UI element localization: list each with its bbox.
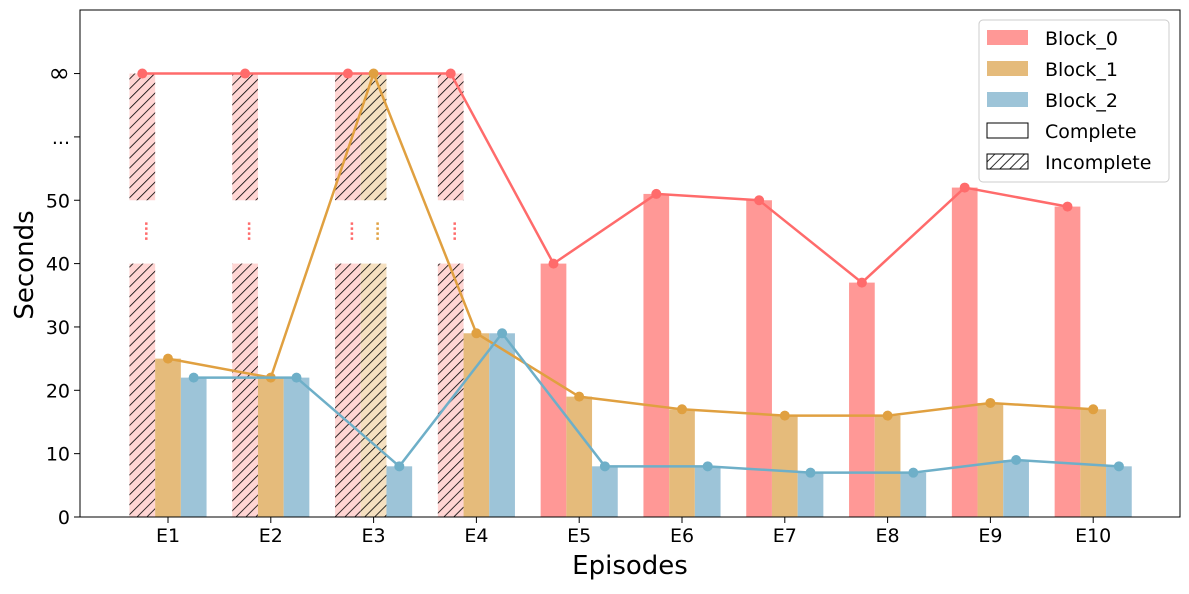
- bar-Block_2-E3: [386, 466, 413, 517]
- bar-hatch-lower: [437, 263, 464, 517]
- legend-label: Block_2: [1045, 90, 1118, 112]
- marker-Block_2-E6: [702, 461, 713, 472]
- marker-Block_2-E4: [497, 328, 508, 339]
- marker-Block_1-E9: [985, 397, 996, 408]
- bar-Block_2-E4: [489, 333, 515, 517]
- marker-Block_1-E4: [471, 328, 482, 339]
- marker-Block_0-E5: [548, 258, 559, 269]
- legend-label: Complete: [1045, 121, 1137, 143]
- bar-Block_2-E6: [694, 466, 721, 517]
- bar-Block_0-E5: [540, 263, 567, 517]
- y-tick-label: ...: [52, 127, 70, 149]
- x-tick-label: E1: [156, 525, 180, 547]
- bar-hatch-upper: [232, 73, 258, 201]
- legend: Block_0 Block_1 Block_2 Complete Incomplete: [978, 19, 1170, 183]
- marker-Block_0-E10: [1062, 201, 1073, 212]
- marker-Block_0-E3: [342, 68, 353, 79]
- marker-Block_0-E8: [856, 277, 867, 288]
- bar-Block_2-E9: [1003, 459, 1029, 517]
- marker-Block_0-E2: [240, 68, 251, 79]
- marker-Block_1-E6: [677, 404, 687, 415]
- bar-Block_1-E8: [874, 415, 901, 517]
- legend-swatch-complete: [986, 122, 1029, 139]
- y-tick-label: 20: [46, 380, 70, 402]
- bar-Block_2-E10: [1106, 466, 1132, 517]
- y-axis-label: Seconds: [10, 210, 40, 319]
- marker-Block_2-E2: [291, 372, 302, 383]
- marker-Block_0-E9: [959, 182, 970, 193]
- bar-Block_2-E8: [900, 472, 927, 517]
- y-tick-label: 40: [46, 254, 70, 276]
- legend-swatch-Block_2: [987, 92, 1028, 107]
- bar-hatch-lower: [129, 263, 156, 517]
- marker-Block_1-E3: [368, 68, 379, 79]
- x-tick-label: E4: [464, 525, 488, 547]
- marker-Block_0-E6: [651, 188, 662, 199]
- marker-Block_2-E5: [599, 461, 610, 472]
- x-tick-label: E7: [773, 525, 797, 547]
- bar-Block_1-E2: [257, 377, 284, 517]
- bar-Block_0-E8: [849, 282, 875, 517]
- legend-swatch-Block_0: [987, 30, 1028, 45]
- bar-Block_1-E9: [977, 402, 1004, 517]
- line-Block_1: [167, 69, 1094, 417]
- y-tick-label: 30: [46, 317, 70, 339]
- bar-hatch-lower: [360, 263, 387, 517]
- y-tick-label: 0: [58, 507, 70, 529]
- x-tick-label: E10: [1075, 525, 1111, 547]
- bar-Block_1-E1: [155, 358, 181, 517]
- marker-Block_1-E8: [882, 410, 893, 421]
- marker-Block_2-E9: [1011, 454, 1022, 465]
- x-tick-label: E5: [567, 525, 591, 547]
- marker-Block_2-E3: [394, 461, 405, 472]
- marker-Block_0-E1: [137, 68, 148, 79]
- bar-hatch-lower: [335, 263, 361, 517]
- x-tick-label: E3: [362, 525, 386, 547]
- bar-Block_0-E9: [951, 187, 978, 517]
- bar-Block_0-E7: [746, 200, 772, 517]
- legend-label: Block_0: [1045, 28, 1118, 50]
- marker-Block_1-E5: [574, 391, 585, 402]
- bar-Block_1-E6: [669, 409, 695, 517]
- line-Block_2: [193, 331, 1119, 474]
- x-tick-label: E6: [670, 525, 694, 547]
- bar-Block_1-E5: [566, 396, 593, 517]
- bar-hatch-upper: [360, 73, 387, 201]
- bar-hatch-upper: [335, 73, 361, 201]
- marker-Block_2-E10: [1113, 461, 1124, 472]
- marker-Block_2-E7: [805, 467, 816, 478]
- bar-Block_0-E6: [643, 193, 670, 518]
- bar-hatch-lower: [232, 263, 258, 517]
- bar-Block_0-E10: [1054, 206, 1081, 517]
- y-tick-label: ∞: [48, 59, 70, 89]
- marker-Block_1-E1: [163, 353, 173, 364]
- bar-Block_1-E7: [771, 415, 798, 517]
- marker-Block_1-E10: [1088, 404, 1099, 415]
- bar-Block_1-E4: [463, 333, 490, 517]
- marker-Block_0-E4: [445, 68, 456, 79]
- x-tick-label: E8: [876, 525, 900, 547]
- bar-hatch-upper: [129, 73, 156, 201]
- legend-label: Incomplete: [1045, 152, 1151, 174]
- marker-Block_1-E7: [779, 410, 790, 421]
- y-tick-label: 50: [46, 190, 70, 212]
- bar-Block_2-E2: [283, 377, 310, 517]
- legend-swatch-incomplete: [986, 153, 1029, 170]
- bar-Block_2-E7: [797, 472, 824, 517]
- legend-label: Block_1: [1045, 59, 1118, 81]
- bar-Block_2-E5: [592, 466, 618, 517]
- marker-Block_2-E1: [188, 372, 199, 383]
- x-axis-label: Episodes: [572, 551, 688, 581]
- marker-Block_2-E8: [908, 467, 919, 478]
- legend-swatch-Block_1: [987, 61, 1028, 76]
- x-tick-label: E9: [978, 525, 1002, 547]
- bar-hatch-upper: [437, 73, 464, 201]
- legend-box: [978, 19, 1170, 183]
- marker-Block_0-E7: [754, 195, 765, 206]
- y-tick-label: 10: [46, 444, 70, 466]
- x-tick-label: E2: [259, 525, 283, 547]
- line-Block_0: [142, 72, 1068, 285]
- bar-Block_2-E1: [180, 377, 207, 517]
